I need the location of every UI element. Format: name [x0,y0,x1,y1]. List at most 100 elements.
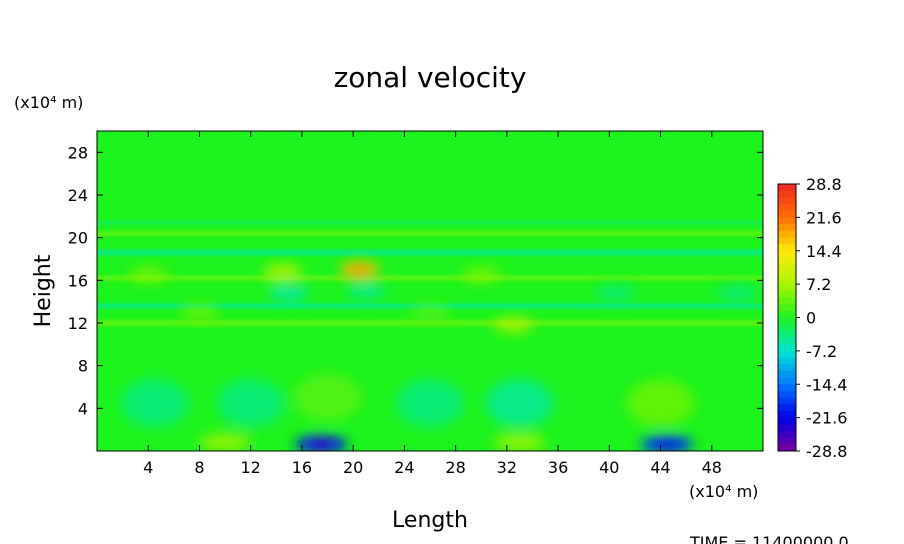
velocity-core [309,440,333,449]
colorbar-segment [778,270,796,278]
x-tick-label: 36 [548,458,568,477]
colorbar-segment [778,224,796,232]
x-tick-label: 40 [599,458,619,477]
colorbar-segment [778,364,796,372]
velocity-feature [595,285,636,302]
x-tick-label: 44 [650,458,670,477]
velocity-feature [120,379,189,427]
velocity-feature [410,304,450,321]
colorbar-segment [778,290,796,298]
x-unit-label: (x10⁴ m) [689,482,758,501]
colorbar-segment [778,197,796,205]
x-tick-label: 16 [292,458,312,477]
velocity-feature [345,283,386,299]
colorbar-segment [778,404,796,412]
colorbar-segment [778,350,796,359]
y-tick-label: 28 [68,143,88,162]
y-tick-label: 16 [68,271,88,290]
x-tick-label: 12 [241,458,261,477]
velocity-feature [396,379,464,427]
velocity-feature [485,379,554,427]
colorbar: 28.8 21.6 14.4 7.2 0 -7.2 -14.4 -21.6 -28.8 [777,175,847,461]
velocity-feature [216,379,285,427]
colorbar-segment [778,410,796,419]
plot-area [97,131,763,451]
colorbar-segment [778,244,796,252]
x-tick-label: 4 [143,458,153,477]
colorbar-segment [778,417,796,425]
colorbar-segment [778,424,796,432]
colorbar-label: -21.6 [806,409,847,428]
y-tick-label: 20 [68,229,88,248]
colorbar-segment [778,330,796,339]
colorbar-segment [778,377,796,385]
x-tick-label: 32 [497,458,517,477]
colorbar-segment [778,250,796,258]
colorbar-segment [778,297,796,305]
velocity-feature [262,263,303,280]
velocity-feature [626,379,695,427]
colorbar-segment [778,264,796,272]
colorbar-label: 14.4 [806,242,842,261]
time-label: TIME = 11400000.0 [689,533,849,544]
velocity-feature [493,433,546,451]
y-axis-label: Height [31,254,56,327]
y-tick-label: 8 [78,357,88,376]
colorbar-segment [778,437,796,445]
colorbar-segment [778,304,796,312]
colorbar-segment [778,217,796,225]
velocity-core [350,266,369,274]
velocity-feature [199,433,252,451]
colorbar-segment [778,237,796,245]
x-tick-label: 20 [343,458,363,477]
colorbar-label: 7.2 [806,275,831,294]
y-tick-label: 12 [68,314,88,333]
shear-band [97,249,763,256]
colorbar-segment [778,310,796,318]
colorbar-segment [778,390,796,399]
plot-frame [96,130,764,452]
colorbar-segment [778,397,796,405]
colorbar-segment [778,384,796,392]
shear-band [97,230,763,237]
shear-band [97,319,763,327]
colorbar-segment [778,230,796,238]
x-axis: 4 8 12 16 20 24 28 32 36 40 44 48 [143,131,722,477]
colorbar-segment [778,204,796,212]
colorbar-label: 21.6 [806,208,842,227]
shear-band [97,275,763,281]
colorbar-segment [778,190,796,198]
x-tick-label: 28 [445,458,465,477]
velocity-feature [128,267,169,283]
chart-title: zonal velocity [334,61,527,94]
colorbar-segment [778,370,796,379]
colorbar-segment [778,284,796,292]
colorbar-segment [778,344,796,352]
colorbar-segment [778,257,796,265]
colorbar-segment [778,357,796,365]
colorbar-label: 28.8 [806,175,842,194]
velocity-feature [461,267,502,283]
colorbar-segment [778,324,796,332]
velocity-feature [493,317,534,334]
velocity-core [655,440,679,449]
colorbar-segment [778,337,796,345]
y-tick-label: 24 [68,186,88,205]
velocity-feature [269,285,310,302]
velocity-feature [293,373,362,422]
colorbar-segment [778,430,796,439]
velocity-feature [717,285,758,302]
velocity-feature [179,304,220,321]
colorbar-segment [778,317,796,325]
colorbar-segment [778,184,796,192]
colorbar-label: -14.4 [806,375,847,394]
shear-band [97,220,763,225]
colorbar-label: -28.8 [806,442,847,461]
x-axis-label: Length [392,508,468,533]
colorbar-segment [778,277,796,285]
y-tick-label: 4 [78,399,88,418]
y-axis: 4 8 12 16 20 24 28 [68,143,763,418]
x-tick-label: 24 [394,458,414,477]
x-tick-label: 48 [702,458,722,477]
